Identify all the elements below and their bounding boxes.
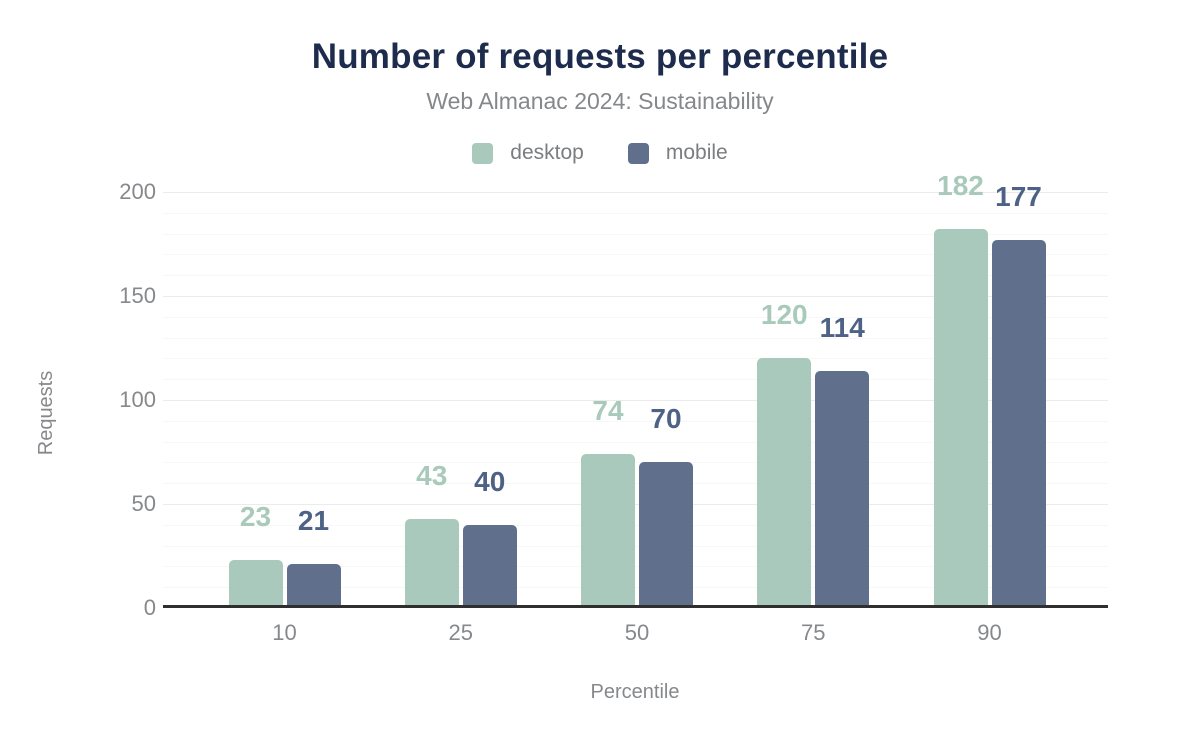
gridline-minor (163, 483, 1108, 485)
bar-label-desktop-p90: 182 (937, 170, 984, 202)
legend: desktop mobile (0, 141, 1200, 165)
gridline-minor (163, 420, 1108, 422)
x-tick-label: 50 (624, 620, 650, 645)
gridline-minor (163, 379, 1108, 381)
bar-desktop-p90 (933, 229, 988, 608)
x-tick-label: 90 (977, 620, 1002, 645)
x-tick-label: 25 (448, 620, 473, 645)
gridline-major (163, 296, 1108, 297)
y-tick-label: 150 (119, 283, 156, 308)
gridline-minor (163, 566, 1108, 568)
y-tick-label: 100 (119, 387, 156, 412)
legend-label-desktop: desktop (510, 141, 584, 164)
bar-mobile-p50 (639, 462, 693, 608)
chart-subtitle: Web Almanac 2024: Sustainability (426, 88, 774, 114)
x-tick-label: 10 (272, 620, 297, 645)
legend-swatch-mobile-icon (627, 142, 649, 164)
bar-label-mobile-p10: 21 (297, 505, 330, 537)
gridline-minor (163, 462, 1108, 464)
bar-desktop-p25 (404, 518, 459, 608)
legend-item-mobile: mobile (627, 141, 728, 165)
x-axis-title: Percentile (590, 681, 680, 703)
legend-item-desktop: desktop (472, 141, 584, 165)
bar-desktop-p10 (228, 560, 283, 608)
gridline-minor (163, 316, 1108, 318)
bar-label-mobile-p25: 40 (474, 465, 506, 497)
bar-desktop-p75 (757, 358, 812, 608)
bar-mobile-p90 (991, 239, 1046, 608)
y-tick-label: 200 (119, 179, 156, 204)
x-tick-label: 75 (801, 620, 826, 645)
gridline-minor (163, 337, 1108, 339)
bar-label-mobile-p75: 114 (819, 311, 865, 343)
bar-label-desktop-p75: 120 (760, 299, 808, 331)
bar-desktop-p50 (581, 454, 635, 608)
y-axis-title: Requests (35, 370, 57, 456)
bar-label-desktop-p10: 23 (239, 501, 272, 533)
gridline-minor (163, 587, 1108, 589)
chart-title: Number of requests per percentile (311, 37, 889, 76)
gridline-minor (163, 275, 1108, 277)
gridline-minor (163, 254, 1108, 256)
bar-label-mobile-p90: 177 (995, 180, 1042, 212)
gridline-minor (163, 545, 1108, 547)
y-tick-label: 50 (131, 491, 156, 516)
bar-label-desktop-p50: 74 (592, 395, 624, 427)
gridline-minor (163, 524, 1108, 526)
legend-swatch-desktop-icon (472, 142, 494, 164)
gridline-minor (163, 212, 1108, 214)
gridline-minor (163, 441, 1108, 443)
legend-label-mobile: mobile (665, 141, 728, 164)
gridline-major (163, 504, 1108, 505)
y-tick-label: 0 (143, 595, 156, 620)
gridline-minor (163, 233, 1108, 235)
gridline-major (163, 192, 1108, 193)
bar-mobile-p25 (462, 524, 517, 608)
x-axis-line (163, 605, 1108, 608)
bar-mobile-p10 (286, 564, 341, 608)
bar-label-mobile-p50: 70 (650, 403, 682, 435)
gridline-major (163, 400, 1108, 401)
bar-mobile-p75 (815, 370, 870, 608)
gridline-minor (163, 358, 1108, 360)
bar-label-desktop-p25: 43 (416, 459, 448, 491)
